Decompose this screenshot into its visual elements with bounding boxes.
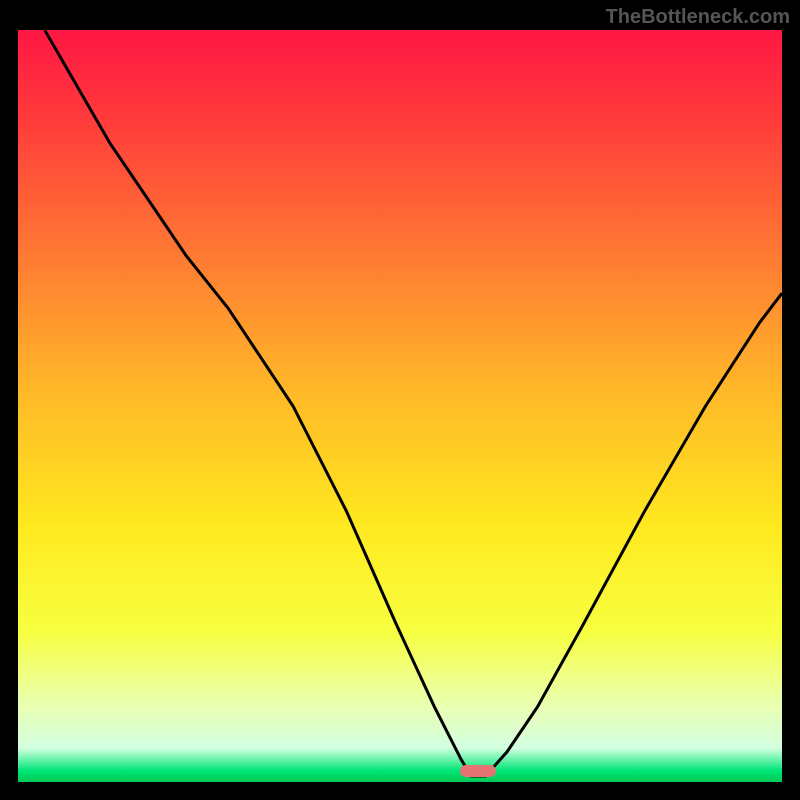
curve-path [45, 30, 782, 776]
plot-area [18, 30, 782, 782]
chart-container: TheBottleneck.com [0, 0, 800, 800]
optimal-marker [460, 765, 496, 777]
watermark-text: TheBottleneck.com [606, 6, 790, 29]
bottleneck-curve [18, 30, 782, 782]
